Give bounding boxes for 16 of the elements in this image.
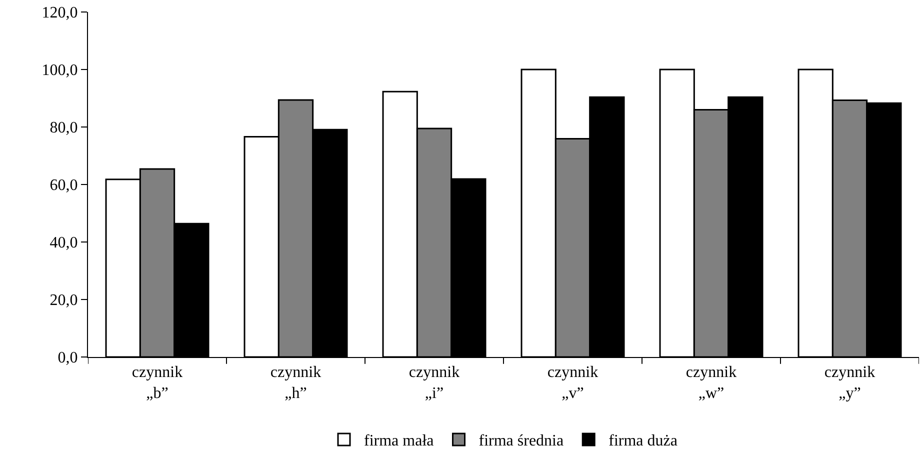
y-tick-label: 100,0 <box>42 62 78 80</box>
y-tick-label: 0,0 <box>58 350 78 367</box>
x-tick-label: czynnik „v” <box>547 364 598 402</box>
y-tick-label: 40,0 <box>50 234 78 252</box>
x-tick-label: czynnik „h” <box>270 364 322 402</box>
y-tick-label: 20,0 <box>50 292 78 310</box>
legend-label: firma mała <box>364 432 434 450</box>
y-tick-label: 80,0 <box>50 120 78 137</box>
x-tick-label: czynnik „i” <box>408 364 460 402</box>
legend-label: firma średnia <box>478 432 564 450</box>
legend-label: firma duża <box>608 432 678 450</box>
x-tick-label: czynnik „b” <box>132 364 183 402</box>
y-tick-label: 60,0 <box>50 177 78 194</box>
x-tick-label: czynnik „y” <box>824 364 876 402</box>
x-tick-label: czynnik „w” <box>686 364 737 402</box>
y-tick-label: 120,0 <box>42 4 78 22</box>
